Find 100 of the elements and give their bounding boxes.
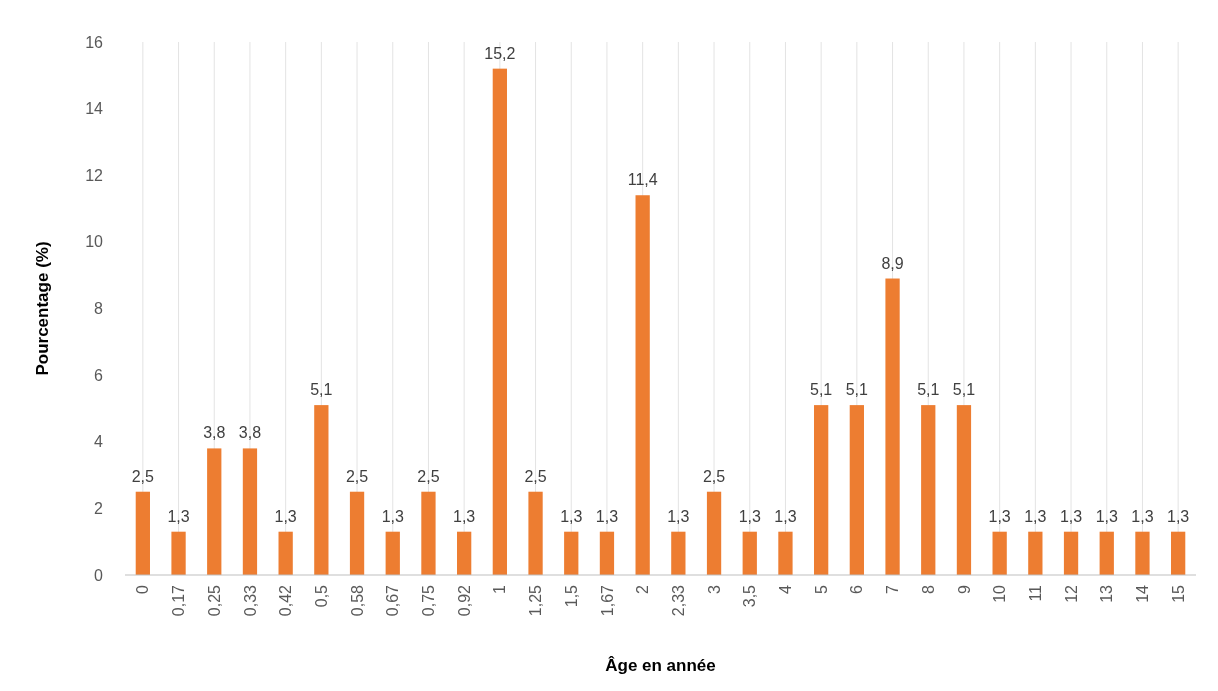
data-label: 1,3	[1095, 507, 1118, 525]
x-tick-label: 9	[955, 584, 973, 594]
bar	[135, 491, 150, 575]
data-label: 5,1	[917, 381, 940, 399]
x-axis-title: Âge en année	[605, 656, 716, 675]
x-tick-label: 1	[491, 584, 509, 594]
data-label: 1,3	[1059, 507, 1083, 525]
x-tick-label: 6	[848, 584, 866, 594]
y-tick-label: 16	[85, 33, 104, 51]
data-label: 1,3	[988, 507, 1011, 525]
bar	[671, 531, 686, 575]
bar	[1099, 531, 1114, 575]
bar	[1171, 531, 1186, 575]
bar	[278, 531, 293, 575]
x-tick-label: 1,5	[562, 584, 580, 608]
x-tick-label: 11	[1026, 584, 1044, 602]
bar	[242, 448, 258, 575]
data-label: 2,5	[702, 467, 726, 485]
x-tick-label: 0,75	[420, 584, 438, 617]
data-label: 1,3	[453, 507, 476, 525]
bar	[528, 491, 543, 575]
bar	[1028, 531, 1043, 575]
bar	[349, 491, 365, 575]
data-label: 1,3	[1024, 507, 1047, 525]
x-tick-label: 0,67	[384, 584, 402, 617]
bar	[778, 531, 793, 575]
y-tick-label: 10	[85, 233, 104, 251]
x-tick-label: 0,58	[348, 584, 366, 617]
x-tick-label: 15	[1169, 584, 1187, 603]
x-tick-label: 10	[991, 584, 1009, 603]
y-tick-label: 12	[85, 166, 104, 184]
bar	[1135, 531, 1150, 575]
x-tick-label: 8	[919, 584, 937, 594]
data-label: 1,3	[738, 507, 761, 525]
bar	[885, 278, 900, 575]
bar	[814, 405, 829, 575]
x-tick-label: 4	[777, 584, 795, 594]
bar	[992, 531, 1007, 575]
data-label: 11,4	[627, 171, 658, 189]
x-tick-label: 3,5	[741, 584, 759, 608]
data-label: 3,8	[203, 424, 226, 442]
data-label: 5,1	[845, 381, 869, 399]
data-label: 5,1	[952, 381, 976, 399]
data-label: 1,3	[381, 507, 404, 525]
bar	[492, 68, 507, 575]
bar	[421, 491, 436, 575]
data-label: 5,1	[810, 381, 833, 399]
data-label: 1,3	[774, 507, 797, 525]
data-label: 1,3	[167, 507, 190, 525]
x-tick-label: 0,5	[312, 584, 330, 608]
data-label: 15,2	[484, 44, 516, 62]
data-label: 1,3	[595, 507, 619, 525]
bar	[956, 405, 972, 575]
bar	[1063, 531, 1079, 575]
bar	[849, 405, 864, 575]
data-label: 3,8	[238, 424, 262, 442]
x-tick-label: 3	[705, 584, 723, 594]
y-tick-label: 8	[94, 300, 104, 318]
x-tick-label: 0,33	[241, 584, 259, 617]
data-label: 1,3	[1167, 507, 1190, 525]
x-tick-label: 1,25	[527, 584, 545, 617]
y-tick-label: 4	[94, 433, 104, 451]
x-tick-label: 0,25	[205, 584, 223, 617]
bar	[171, 531, 186, 575]
x-tick-label: 13	[1098, 584, 1116, 603]
x-tick-label: 5	[812, 584, 830, 594]
bar	[564, 531, 579, 575]
x-tick-label: 0,42	[277, 584, 295, 617]
y-tick-label: 2	[94, 499, 104, 517]
data-label: 1,3	[1131, 507, 1154, 525]
x-tick-label: 0,92	[455, 584, 473, 617]
x-tick-label: 0	[134, 584, 152, 594]
bar	[921, 405, 936, 575]
x-tick-label: 0,17	[170, 584, 188, 617]
x-tick-label: 2,33	[669, 584, 687, 617]
data-label: 2,5	[417, 467, 440, 485]
bar	[742, 531, 757, 575]
bar	[635, 195, 650, 575]
data-label: 2,5	[131, 467, 155, 485]
y-axis-title: Pourcentage (%)	[33, 241, 52, 376]
data-label: 2,5	[524, 467, 547, 485]
bar	[314, 405, 329, 575]
data-label: 1,3	[560, 507, 583, 525]
x-tick-label: 7	[884, 584, 902, 594]
data-label: 2,5	[345, 467, 369, 485]
bar	[457, 531, 472, 575]
bar	[207, 448, 222, 575]
x-tick-label: 12	[1062, 584, 1080, 603]
x-tick-label: 14	[1134, 584, 1152, 603]
x-tick-label: 1,67	[598, 584, 616, 617]
data-label: 8,9	[881, 254, 904, 272]
bar	[599, 531, 615, 575]
y-tick-label: 6	[94, 366, 104, 384]
data-label: 1,3	[667, 507, 690, 525]
bar	[706, 491, 722, 575]
data-label: 5,1	[310, 381, 333, 399]
x-tick-label: 2	[634, 584, 652, 594]
y-tick-label: 14	[85, 100, 104, 118]
data-label: 1,3	[274, 507, 297, 525]
bar	[385, 531, 400, 575]
